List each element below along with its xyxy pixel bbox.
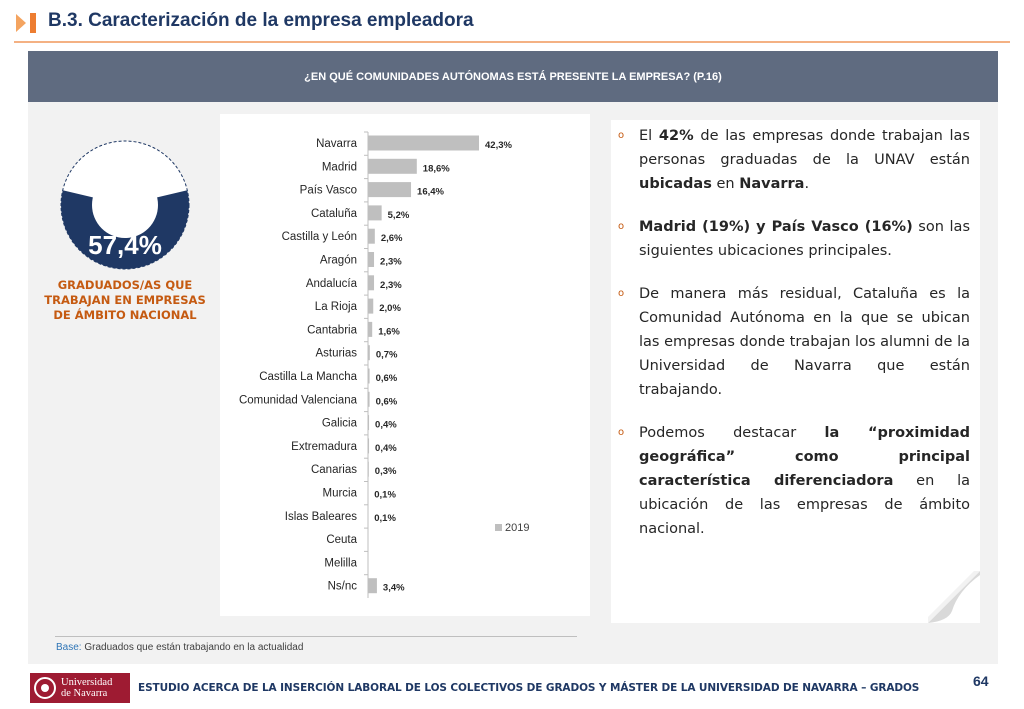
category-label: Asturias [315, 348, 357, 360]
question-banner: ¿EN QUÉ COMUNIDADES AUTÓNOMAS ESTÁ PRESE… [28, 51, 998, 102]
bullet-marker: o [618, 427, 625, 438]
category-label: Castilla y León [282, 231, 357, 243]
category-label: Ceuta [326, 534, 357, 546]
category-label: Ns/nc [328, 581, 358, 593]
legend-swatch [495, 524, 502, 531]
bar [368, 415, 370, 431]
bar [368, 182, 412, 198]
page-number: 64 [973, 673, 989, 689]
bar [368, 135, 479, 151]
bar [368, 438, 370, 454]
data-label: 0,1% [374, 490, 396, 501]
category-label: Cantabria [307, 324, 357, 336]
category-label: La Rioja [315, 301, 358, 313]
category-label: Extremadura [291, 441, 357, 453]
data-label: 0,7% [376, 350, 398, 361]
data-label: 18,6% [423, 163, 450, 174]
bar-chart: Navarra 42,3% Madrid 18,6% País Vasco 16,4% Ca… [220, 114, 590, 616]
bar [368, 252, 375, 267]
bullet-item: o De manera más residual, Cataluña es la … [618, 282, 970, 402]
bullet-marker: o [618, 130, 625, 141]
category-label: Cataluña [311, 208, 358, 220]
bar [368, 368, 370, 384]
donut-chart [60, 140, 190, 270]
title-underline [14, 41, 1010, 43]
data-label: 0,1% [374, 513, 396, 524]
university-logo: Universidad de Navarra [30, 673, 130, 703]
data-label: 2,3% [380, 257, 402, 268]
data-label: 0,3% [375, 466, 397, 477]
legend-label: 2019 [505, 522, 529, 534]
data-label: 0,4% [375, 443, 397, 454]
data-label: 5,2% [388, 210, 410, 221]
bullet-item: o Podemos destacar la “proximidad geográf… [618, 421, 970, 541]
bar [368, 345, 370, 361]
donut-caption: GRADUADOS/AS QUE TRABAJAN EN EMPRESAS DE… [44, 278, 206, 322]
base-note: Base: Graduados que están trabajando en … [56, 642, 304, 653]
bar [368, 205, 382, 221]
text-box [611, 120, 980, 623]
seal-icon [34, 677, 56, 699]
data-label: 3,4% [383, 583, 405, 594]
data-label: 2,6% [381, 233, 403, 244]
data-label: 0,6% [376, 396, 398, 407]
bullet-list: o El 42% de las empresas donde trabajan l… [618, 124, 970, 560]
section-title: B.3. Caracterización de la empresa emple… [48, 10, 474, 31]
chevron-bar-icon [16, 13, 36, 33]
category-label: Madrid [322, 161, 357, 173]
bullet-item: o El 42% de las empresas donde trabajan l… [618, 124, 970, 196]
category-label: Aragón [320, 255, 357, 267]
footer-text: ESTUDIO ACERCA DE LA INSERCIÓN LABORAL D… [138, 682, 920, 694]
bullet-marker: o [618, 221, 625, 232]
data-label: 2,0% [379, 303, 401, 314]
data-label: 1,6% [378, 326, 400, 337]
category-label: País Vasco [300, 185, 357, 197]
category-label: Comunidad Valenciana [239, 394, 358, 406]
category-label: Canarias [311, 464, 357, 476]
page-curl-icon [928, 571, 980, 623]
category-label: Murcia [322, 488, 357, 500]
bar [368, 158, 417, 174]
category-label: Galicia [322, 418, 358, 430]
bar [368, 228, 375, 244]
category-label: Islas Baleares [285, 511, 357, 523]
bar [368, 321, 373, 337]
bar [368, 578, 377, 594]
data-label: 0,4% [375, 420, 397, 431]
question-text: ¿EN QUÉ COMUNIDADES AUTÓNOMAS ESTÁ PRESE… [304, 70, 722, 83]
bullet-item: o Madrid (19%) y País Vasco (16%) son las… [618, 215, 970, 263]
bullet-marker: o [618, 288, 625, 299]
bar [368, 298, 374, 314]
category-label: Navarra [316, 138, 358, 150]
data-label: 0,6% [376, 373, 398, 384]
data-label: 16,4% [417, 187, 444, 198]
category-label: Melilla [324, 557, 357, 569]
category-label: Castilla La Mancha [259, 371, 357, 383]
category-label: Andalucía [306, 278, 358, 290]
data-label: 42,3% [485, 140, 512, 151]
base-divider [55, 636, 577, 637]
data-label: 2,3% [380, 280, 402, 291]
bar [368, 275, 375, 291]
donut-percent: 57,4% [88, 230, 162, 260]
bar [368, 391, 370, 407]
